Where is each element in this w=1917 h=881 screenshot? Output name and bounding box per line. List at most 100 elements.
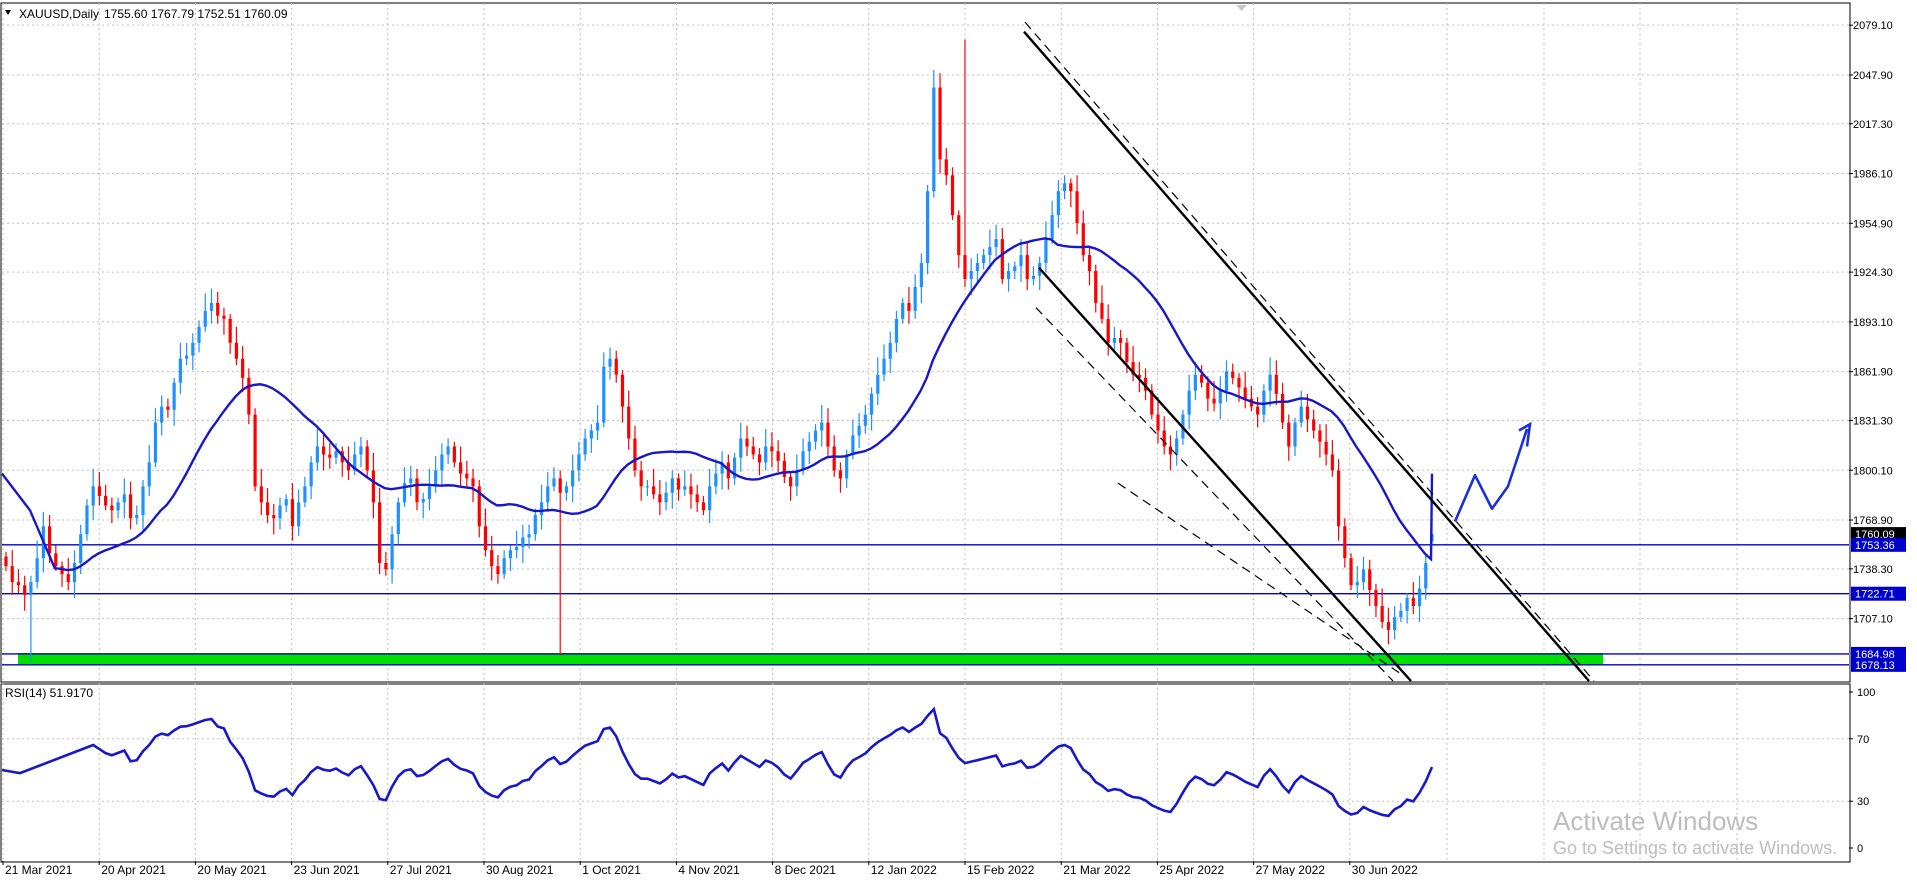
support-zone xyxy=(18,653,1603,665)
candle-body xyxy=(1119,338,1123,343)
time-tick-label: 21 Mar 2021 xyxy=(5,863,73,876)
candle-body xyxy=(465,473,469,479)
candle-body xyxy=(676,478,681,490)
activate-windows-subtitle: Go to Settings to activate Windows. xyxy=(1553,838,1838,858)
candle-body xyxy=(97,486,102,496)
price-tick-label: 1800.10 xyxy=(1853,465,1893,477)
candle-body xyxy=(1386,621,1391,630)
candle-body xyxy=(944,159,948,176)
horizontal-levels-layer xyxy=(2,544,1849,666)
candle-body xyxy=(701,502,706,511)
candle-body xyxy=(141,486,145,516)
candle-body xyxy=(664,492,668,503)
candle-body xyxy=(160,406,164,423)
time-axis: 21 Mar 2021 20 Apr 2021 20 May 2021 23 Jun … xyxy=(2,861,1418,877)
chart-menu-triangle-icon[interactable] xyxy=(5,10,11,15)
candle-body xyxy=(1299,406,1303,423)
projection-arrow-layer xyxy=(1453,421,1532,522)
candle-body xyxy=(23,585,27,595)
candle-body xyxy=(1106,318,1110,343)
candle-body xyxy=(253,414,257,487)
candle-body xyxy=(969,271,973,279)
candle-body xyxy=(533,515,537,535)
candle-body xyxy=(297,502,301,527)
candle-body xyxy=(1355,582,1359,586)
candle-body xyxy=(1187,390,1191,415)
candle-body xyxy=(1330,454,1334,471)
candle-body xyxy=(732,457,737,479)
rsi-header: RSI(14) 51.9170 xyxy=(5,686,93,700)
candle-body xyxy=(620,374,625,407)
candle-body xyxy=(29,582,33,595)
current-price-box xyxy=(1851,527,1906,542)
candle-body xyxy=(552,478,556,487)
candle-body xyxy=(919,263,923,287)
grid xyxy=(2,3,1849,861)
candle-body xyxy=(1287,422,1291,447)
candle-body xyxy=(882,358,886,375)
candle-body xyxy=(627,406,631,439)
candle-body xyxy=(427,486,432,500)
candle-body xyxy=(1212,398,1216,404)
candle-body xyxy=(209,302,214,311)
candle-body xyxy=(315,446,319,463)
candle-body xyxy=(197,326,201,343)
candle-body xyxy=(832,446,836,471)
candle-body xyxy=(869,393,874,415)
price-tick-label: 1954.90 xyxy=(1853,218,1893,230)
candle-body xyxy=(1417,588,1422,607)
candle-body xyxy=(888,342,892,359)
candle-body xyxy=(1411,598,1415,607)
candle-body xyxy=(508,550,512,559)
candle-body xyxy=(147,462,151,487)
candle-body xyxy=(1312,419,1316,431)
candle-body xyxy=(901,302,905,319)
level-price-box xyxy=(1851,646,1906,661)
candle-body xyxy=(272,515,276,519)
candle-body xyxy=(975,263,980,272)
candle-body xyxy=(1231,371,1235,378)
candle-body xyxy=(714,473,718,487)
channel-lower-line xyxy=(1038,267,1412,682)
candle-body xyxy=(1374,590,1378,607)
price-tick-label: 2047.90 xyxy=(1853,70,1893,82)
symbol-header: XAUUSD,Daily xyxy=(19,7,99,21)
candle-body xyxy=(645,486,649,488)
candle-body xyxy=(390,534,394,570)
candle-body xyxy=(496,566,500,575)
candle-body xyxy=(1380,606,1384,622)
candle-body xyxy=(907,302,911,311)
candle-body xyxy=(583,438,587,455)
activate-windows-title: Activate Windows xyxy=(1553,806,1759,836)
candle-body xyxy=(191,342,195,356)
candle-body xyxy=(1087,255,1092,272)
candle-body xyxy=(359,446,363,455)
candle-body xyxy=(1094,271,1098,303)
channel-inner-dashed-line xyxy=(1117,482,1403,676)
candle-body xyxy=(79,534,83,563)
candle-body xyxy=(789,476,793,487)
time-tick-label: 27 May 2022 xyxy=(1256,863,1326,876)
candle-body xyxy=(378,502,382,563)
support-zone-layer xyxy=(18,653,1603,665)
candle-body xyxy=(502,558,506,575)
time-tick-label: 25 Apr 2022 xyxy=(1159,863,1224,876)
main-pane-frame xyxy=(0,2,1851,683)
candle-body xyxy=(216,302,220,316)
pane-scroll-marker-icon[interactable] xyxy=(1236,5,1247,11)
candle-body xyxy=(1069,183,1073,192)
time-tick-label: 8 Dec 2021 xyxy=(775,863,837,876)
level-price-label: 1722.71 xyxy=(1855,589,1895,601)
candle-body xyxy=(708,486,712,511)
candle-body xyxy=(396,502,400,535)
candle-body xyxy=(4,556,8,567)
candle-body xyxy=(116,502,120,511)
time-tick-label: 20 May 2021 xyxy=(197,863,267,876)
channel-upper-dashed-line xyxy=(1024,21,1595,682)
candle-body xyxy=(1168,446,1173,455)
candle-body xyxy=(820,422,824,431)
price-tick-label: 1924.30 xyxy=(1853,267,1893,279)
candle-body xyxy=(1206,382,1210,399)
candle-body xyxy=(982,255,986,264)
